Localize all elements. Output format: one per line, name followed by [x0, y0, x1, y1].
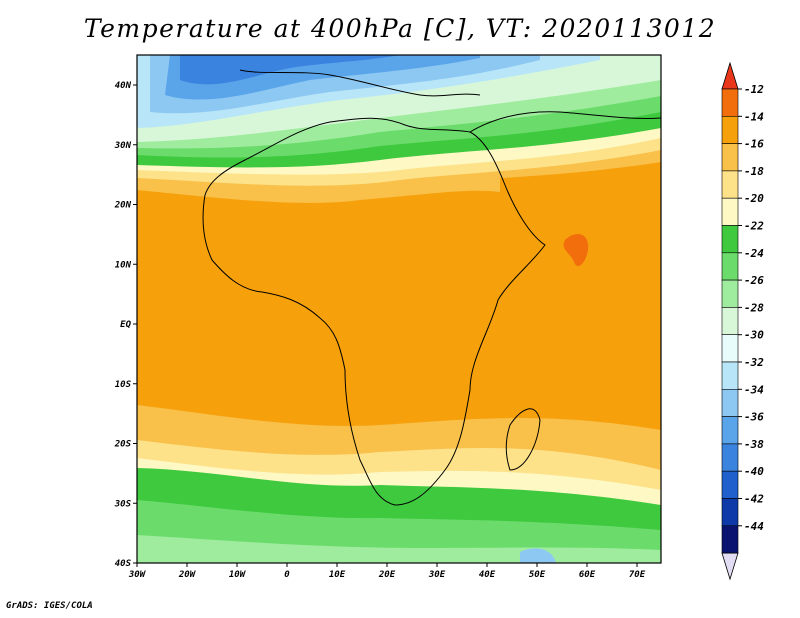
colorbar-label: -44 — [744, 520, 764, 533]
lon-tick-label: 60E — [579, 570, 596, 580]
lon-tick-label: 30E — [428, 570, 446, 580]
colorbar-swatch — [721, 361, 739, 390]
lon-tick-label: 70E — [629, 570, 646, 580]
colorbar-top-arrow — [721, 61, 739, 90]
colorbar-label: -32 — [744, 356, 764, 369]
longitude-axis: 30W 20W 10W 0 10E 20E 30E 40E 50E 60E 70E — [128, 563, 646, 580]
colorbar-label: -22 — [744, 220, 764, 233]
colorbar-swatch — [721, 170, 739, 199]
lat-tick-label: 20S — [114, 440, 132, 450]
lat-tick-label: 20N — [114, 201, 132, 211]
middle-east-coast — [469, 111, 662, 133]
colorbar-label: -42 — [744, 493, 764, 506]
lat-tick-label: 40N — [115, 81, 132, 91]
coastlines — [202, 69, 662, 506]
colorbar-swatch — [721, 225, 739, 254]
lon-tick-label: 0 — [284, 570, 290, 580]
colorbar: -12 -14 -16 -18 -20 -22 -24 -26 -28 -30 -32 -34 -36 -… — [721, 61, 764, 581]
lon-tick-label: 40E — [479, 570, 496, 580]
colorbar-label: -14 — [744, 110, 764, 123]
colorbar-label: -12 — [744, 83, 764, 96]
lat-tick-label: EQ — [120, 320, 131, 330]
lon-tick-label: 20E — [378, 570, 396, 580]
latitude-axis: 40N 30N 20N 10N EQ 10S 20S 30S 40S — [114, 81, 137, 569]
colorbar-label: -38 — [744, 438, 764, 451]
colorbar-label: -36 — [744, 411, 764, 424]
madagascar-coast — [505, 408, 541, 471]
lon-tick-label: 10E — [329, 570, 346, 580]
band-minus38 — [180, 55, 400, 85]
colorbar-swatch — [721, 443, 739, 472]
grads-credit: GrADS: IGES/COLA — [6, 601, 93, 611]
colorbar-label: -34 — [744, 383, 764, 396]
colorbar-bottom-arrow — [721, 552, 739, 581]
temperature-field — [137, 55, 661, 563]
colorbar-label: -18 — [744, 165, 764, 178]
map-title: Temperature at 400hPa [C], VT: 202011301… — [83, 14, 717, 43]
colorbar-swatch — [721, 88, 739, 117]
africa-coast — [202, 117, 546, 506]
colorbar-swatch — [721, 197, 739, 226]
colorbar-label: -30 — [744, 329, 764, 342]
colorbar-swatch — [721, 116, 739, 144]
lon-tick-label: 50E — [529, 570, 546, 580]
colorbar-swatch — [721, 307, 739, 335]
lon-tick-label: 30W — [128, 570, 147, 580]
lon-tick-label: 20W — [178, 570, 197, 580]
lat-tick-label: 30N — [114, 141, 132, 151]
colorbar-swatch — [721, 252, 739, 281]
colorbar-swatch — [721, 416, 739, 445]
lat-tick-label: 10N — [115, 260, 132, 270]
colorbar-label: -16 — [744, 138, 764, 151]
map-frame — [136, 54, 662, 564]
colorbar-label: -40 — [744, 465, 764, 478]
colorbar-swatch — [721, 143, 739, 172]
lat-tick-label: 30S — [114, 499, 132, 509]
colorbar-swatch — [721, 470, 739, 499]
colorbar-swatch — [721, 334, 739, 363]
colorbar-swatch — [721, 498, 739, 527]
warm-pocket-arabia — [563, 234, 589, 267]
colorbar-swatch — [721, 388, 739, 417]
lat-tick-label: 10S — [115, 380, 132, 390]
lat-tick-label: 40S — [115, 559, 132, 569]
colorbar-label: -26 — [744, 274, 764, 287]
lon-tick-label: 10W — [229, 570, 247, 580]
colorbar-swatch — [721, 279, 739, 308]
colorbar-label: -20 — [744, 192, 764, 205]
colorbar-swatch — [721, 525, 739, 554]
colorbar-label: -28 — [744, 301, 764, 314]
mediterranean-coast — [239, 69, 481, 97]
colorbar-label: -24 — [744, 247, 764, 260]
